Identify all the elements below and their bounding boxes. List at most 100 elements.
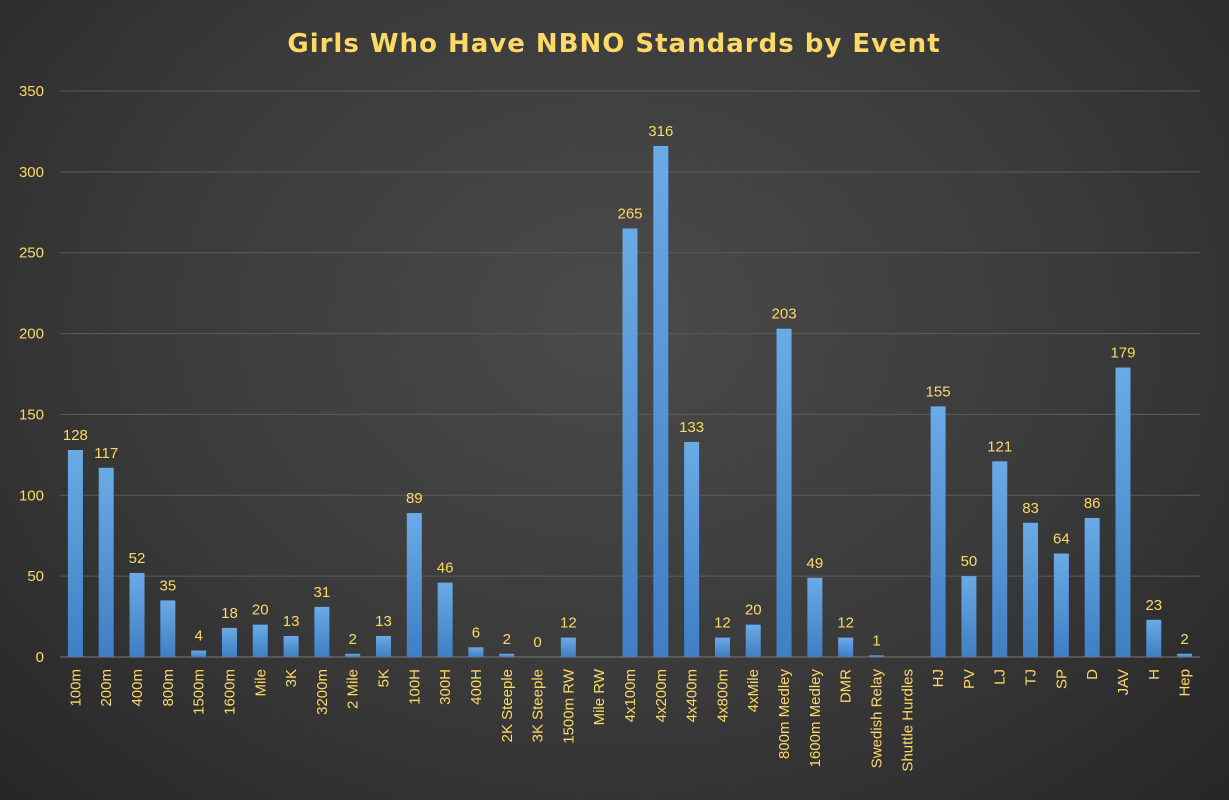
y-tick-label: 200 <box>19 326 44 343</box>
x-tick-label: HJ <box>930 669 947 687</box>
x-tick-label: 1600m <box>221 669 238 715</box>
bar <box>961 576 977 657</box>
data-label: 64 <box>1053 531 1070 548</box>
bar <box>98 467 114 657</box>
bar <box>1023 522 1039 657</box>
data-label: 2 <box>349 631 357 648</box>
x-tick-label: TJ <box>1023 669 1040 686</box>
bar <box>406 513 422 657</box>
data-label: 89 <box>406 490 423 507</box>
bar <box>714 637 730 657</box>
x-tick-label: PV <box>961 669 978 689</box>
x-tick-label: DMR <box>838 669 855 703</box>
y-tick-label: 150 <box>19 406 44 423</box>
chart-title: Girls Who Have NBNO Standards by Event <box>287 29 940 59</box>
x-tick-label: 400H <box>468 669 485 705</box>
data-label: 316 <box>648 123 673 140</box>
data-label: 2 <box>503 631 511 648</box>
bar <box>1115 367 1131 657</box>
bar <box>684 441 700 657</box>
x-tick-label: 800m Medley <box>776 669 793 760</box>
bar <box>1053 553 1069 657</box>
bars <box>67 145 1193 658</box>
x-tick-label: SP <box>1053 669 1070 689</box>
bar <box>622 228 638 657</box>
data-label: 50 <box>961 553 978 570</box>
x-tick-label: 300H <box>437 669 454 705</box>
y-axis-ticks: 0 50 100 150 200 250 300 350 <box>19 83 44 666</box>
bar <box>560 637 576 657</box>
data-label: 6 <box>472 624 480 641</box>
bar <box>1084 517 1100 657</box>
data-label: 49 <box>807 555 824 572</box>
data-label: 83 <box>1022 500 1039 517</box>
x-tick-label: Mile <box>252 669 269 697</box>
data-label: 35 <box>159 577 176 594</box>
bar <box>376 635 392 657</box>
bar <box>221 627 237 657</box>
data-label: 2 <box>1180 631 1188 648</box>
x-tick-label: 4x800m <box>714 669 731 722</box>
bar <box>653 145 669 658</box>
data-label: 133 <box>679 419 704 436</box>
x-axis-ticks: 100m 200m 400m 800m 1500m 1600m Mile 3K 3200m 2 M… <box>67 668 1193 771</box>
y-tick-label: 300 <box>19 164 44 181</box>
x-tick-label: 3K <box>283 669 300 687</box>
data-label: 265 <box>617 205 642 222</box>
x-tick-label: JAV <box>1115 669 1132 695</box>
bar <box>252 624 268 657</box>
data-label: 117 <box>94 445 118 462</box>
data-label: 86 <box>1084 495 1101 512</box>
x-tick-label: H <box>1146 669 1163 680</box>
data-label: 23 <box>1145 597 1162 614</box>
data-label: 12 <box>714 615 731 632</box>
data-label: 128 <box>63 427 88 444</box>
x-tick-label: 4x100m <box>622 669 639 722</box>
x-tick-label: 100m <box>67 669 84 707</box>
data-label: 12 <box>837 615 854 632</box>
x-tick-label: 4x200m <box>653 669 670 722</box>
y-tick-label: 250 <box>19 245 44 262</box>
y-tick-label: 100 <box>19 487 44 504</box>
data-label: 0 <box>533 634 541 651</box>
x-tick-label: 3200m <box>314 669 331 715</box>
x-tick-label: 400m <box>129 669 146 707</box>
x-tick-label: 200m <box>98 669 115 707</box>
bar <box>191 650 207 657</box>
x-tick-label: Hep <box>1177 669 1194 697</box>
data-label: 179 <box>1110 345 1135 362</box>
data-label: 121 <box>987 438 1012 455</box>
x-tick-label: 100H <box>406 669 423 705</box>
bar <box>160 600 176 657</box>
x-tick-label: 2 Mile <box>345 669 362 709</box>
bar <box>129 572 145 657</box>
x-tick-label: 3K Steeple <box>530 669 547 742</box>
data-label: 155 <box>926 383 951 400</box>
x-tick-label: 2K Steeple <box>499 669 516 742</box>
data-label: 13 <box>375 613 392 630</box>
bar <box>930 406 946 657</box>
bar <box>437 582 453 657</box>
x-tick-label: Swedish Relay <box>868 669 885 769</box>
data-label: 18 <box>221 605 238 622</box>
x-tick-label: 4xMile <box>745 669 762 712</box>
bar <box>499 653 515 657</box>
y-tick-label: 350 <box>19 83 44 100</box>
x-tick-label: 5K <box>376 669 393 687</box>
x-tick-label: D <box>1084 669 1101 680</box>
x-tick-label: 1600m Medley <box>807 669 824 768</box>
x-tick-label: Shuttle Hurdles <box>899 669 916 772</box>
data-label: 52 <box>129 550 146 567</box>
x-tick-label: 800m <box>160 669 177 707</box>
data-label: 20 <box>745 602 762 619</box>
bar <box>807 577 823 657</box>
data-label: 46 <box>437 560 454 577</box>
bar <box>1146 619 1162 657</box>
x-tick-label: 1500m RW <box>560 668 577 744</box>
bar <box>992 461 1008 657</box>
data-label: 13 <box>283 613 300 630</box>
bar <box>283 635 299 657</box>
bar <box>468 647 484 657</box>
